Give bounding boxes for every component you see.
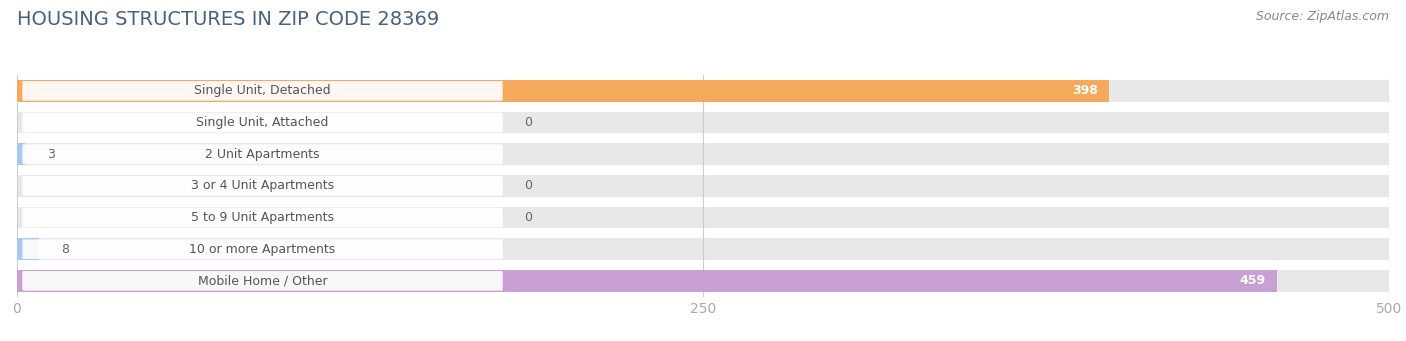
Text: 5 to 9 Unit Apartments: 5 to 9 Unit Apartments bbox=[191, 211, 335, 224]
Text: 459: 459 bbox=[1240, 275, 1265, 287]
Text: Mobile Home / Other: Mobile Home / Other bbox=[198, 275, 328, 287]
Text: 8: 8 bbox=[60, 243, 69, 256]
Bar bbox=[17, 238, 39, 260]
Text: HOUSING STRUCTURES IN ZIP CODE 28369: HOUSING STRUCTURES IN ZIP CODE 28369 bbox=[17, 10, 439, 29]
Bar bbox=[17, 175, 1389, 197]
Text: 2 Unit Apartments: 2 Unit Apartments bbox=[205, 148, 319, 161]
Bar bbox=[17, 112, 1389, 133]
Bar bbox=[17, 270, 1389, 292]
Text: 398: 398 bbox=[1073, 84, 1098, 97]
Bar bbox=[17, 207, 1389, 228]
FancyBboxPatch shape bbox=[22, 176, 503, 196]
Text: Source: ZipAtlas.com: Source: ZipAtlas.com bbox=[1256, 10, 1389, 23]
FancyBboxPatch shape bbox=[22, 144, 503, 164]
Text: 0: 0 bbox=[524, 179, 533, 192]
Text: 3 or 4 Unit Apartments: 3 or 4 Unit Apartments bbox=[191, 179, 335, 192]
FancyBboxPatch shape bbox=[22, 113, 503, 132]
Bar bbox=[17, 270, 1277, 292]
Text: 0: 0 bbox=[524, 211, 533, 224]
Text: Single Unit, Detached: Single Unit, Detached bbox=[194, 84, 330, 97]
FancyBboxPatch shape bbox=[22, 271, 503, 291]
Text: 3: 3 bbox=[46, 148, 55, 161]
Bar bbox=[17, 80, 1389, 102]
Text: 10 or more Apartments: 10 or more Apartments bbox=[190, 243, 336, 256]
Bar bbox=[17, 144, 25, 165]
Bar bbox=[17, 238, 1389, 260]
FancyBboxPatch shape bbox=[22, 208, 503, 227]
Text: 0: 0 bbox=[524, 116, 533, 129]
Bar bbox=[17, 144, 1389, 165]
Bar bbox=[17, 80, 1109, 102]
Text: Single Unit, Attached: Single Unit, Attached bbox=[197, 116, 329, 129]
FancyBboxPatch shape bbox=[22, 81, 503, 101]
FancyBboxPatch shape bbox=[22, 239, 503, 259]
